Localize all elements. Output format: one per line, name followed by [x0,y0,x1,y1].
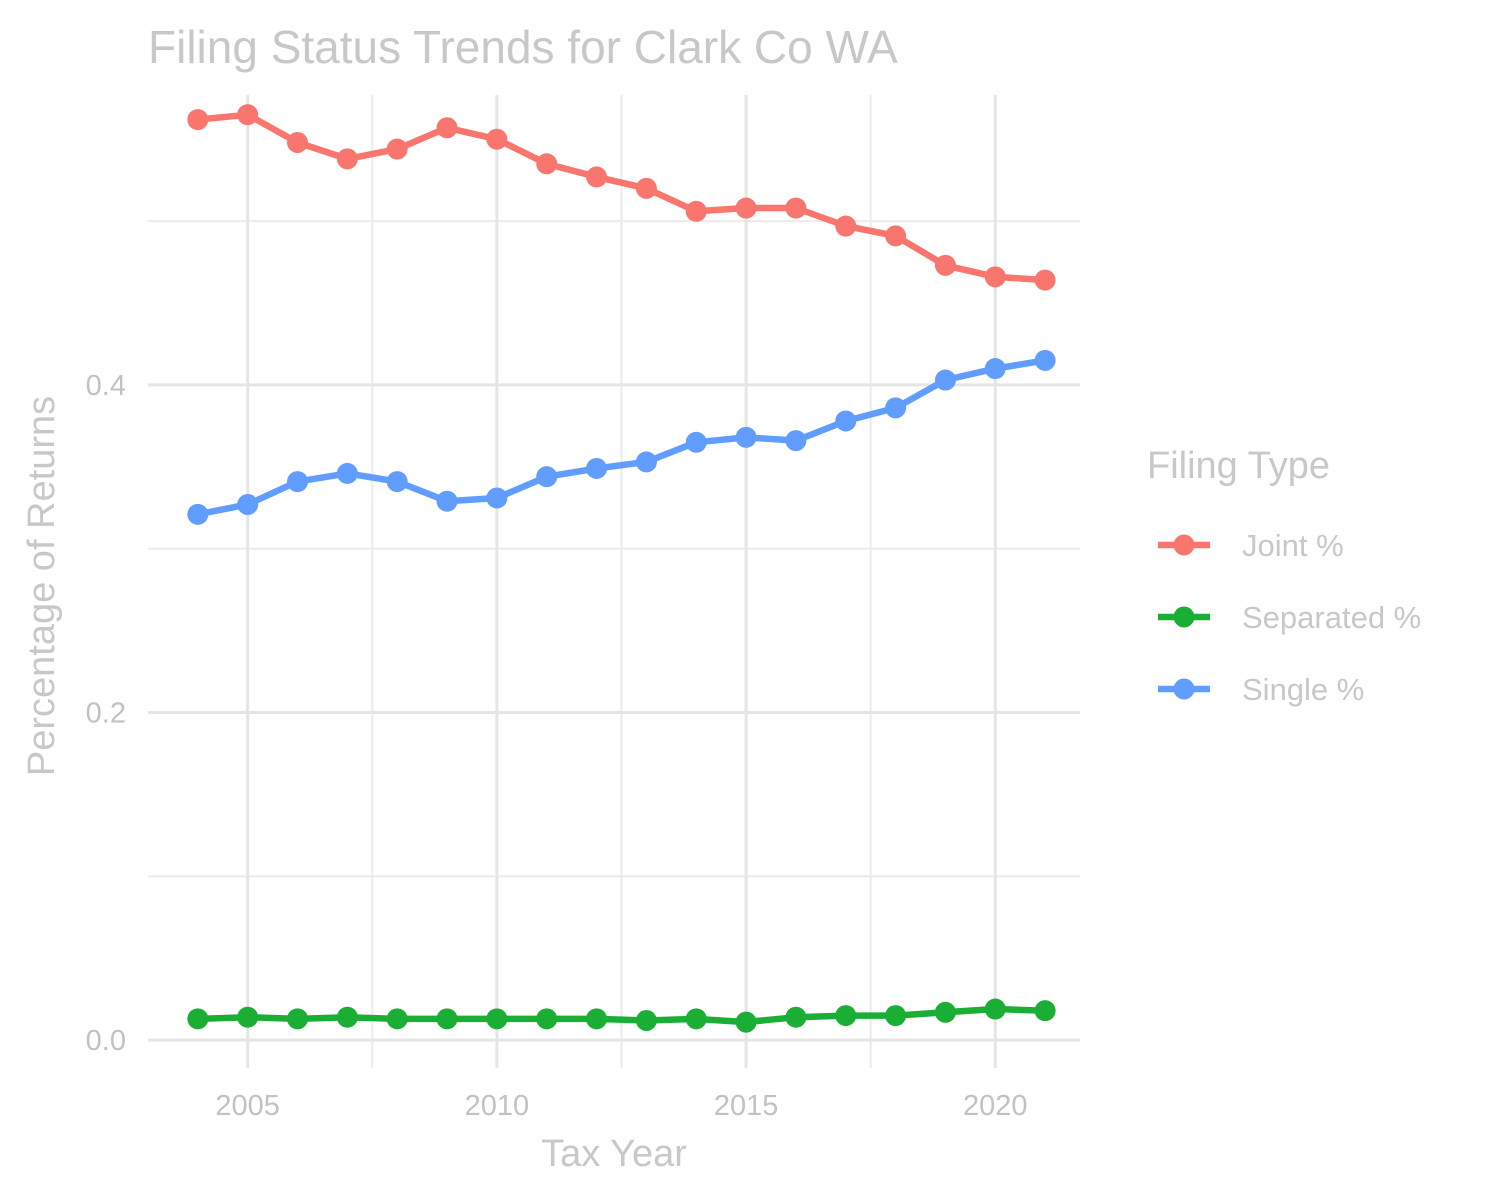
data-point-joint [735,197,757,219]
series-single [187,349,1056,525]
x-axis-title: Tax Year [541,1133,687,1175]
data-point-single [287,471,309,493]
data-point-single [1034,349,1056,371]
y-tick-label: 0.0 [86,1025,126,1057]
data-point-single [835,410,857,432]
legend: Filing Type Joint % Separated % Single % [1147,445,1421,707]
data-point-single [685,431,707,453]
chart-title: Filing Status Trends for Clark Co WA [148,21,898,73]
grid-layer [148,95,1080,1068]
data-point-joint [785,197,807,219]
data-point-separated [486,1008,508,1030]
x-tick-label: 2010 [465,1090,530,1122]
data-point-separated [835,1005,857,1027]
legend-item-single: Single % [1158,672,1364,707]
data-point-separated [984,998,1006,1020]
data-point-single [586,457,608,479]
data-point-separated [785,1006,807,1028]
data-point-single [785,430,807,452]
data-point-separated [287,1008,309,1030]
data-point-joint [237,104,259,126]
data-point-separated [586,1008,608,1030]
data-point-separated [386,1008,408,1030]
data-point-joint [934,254,956,276]
data-point-joint [1034,269,1056,291]
data-point-single [336,462,358,484]
series-joint [187,104,1056,291]
data-point-single [934,369,956,391]
x-tick-label: 2020 [963,1090,1028,1122]
data-point-separated [934,1001,956,1023]
data-point-separated [735,1011,757,1033]
data-point-single [635,451,657,473]
data-point-joint [984,266,1006,288]
data-point-separated [685,1008,707,1030]
x-tick-label: 2005 [215,1090,280,1122]
data-point-single [237,494,259,516]
data-point-joint [835,215,857,237]
legend-title: Filing Type [1147,445,1330,487]
legend-item-separated: Separated % [1158,600,1421,635]
data-point-joint [386,138,408,160]
data-point-single [486,487,508,509]
y-tick-label: 0.4 [86,370,126,402]
data-point-joint [885,225,907,247]
data-point-separated [885,1005,907,1027]
data-point-separated [436,1008,458,1030]
legend-key-point [1173,534,1195,556]
x-tick-label: 2015 [714,1090,779,1122]
data-point-separated [635,1009,657,1031]
data-point-single [984,358,1006,380]
data-point-joint [436,117,458,139]
series-layer [187,104,1056,1033]
data-point-single [735,426,757,448]
data-point-separated [536,1008,558,1030]
data-point-separated [237,1006,259,1028]
data-point-joint [486,128,508,150]
legend-label: Joint % [1242,528,1344,563]
tick-labels: 2005 2010 2015 2020 0.0 0.2 0.4 [86,370,1028,1122]
data-point-single [436,490,458,512]
legend-label: Single % [1242,672,1364,707]
data-point-joint [336,148,358,170]
data-point-separated [336,1006,358,1028]
data-point-joint [586,166,608,188]
data-point-joint [635,177,657,199]
data-point-single [885,397,907,419]
legend-key-point [1173,678,1195,700]
data-point-separated [187,1008,209,1030]
data-point-single [386,471,408,493]
legend-items: Joint % Separated % Single % [1158,528,1421,707]
data-point-joint [287,132,309,154]
data-point-single [187,503,209,525]
data-point-joint [187,109,209,131]
series-separated [187,998,1056,1033]
data-point-joint [536,153,558,175]
y-tick-label: 0.2 [86,698,126,730]
legend-item-joint: Joint % [1158,528,1344,563]
data-point-joint [685,200,707,222]
legend-key-point [1173,606,1195,628]
data-point-separated [1034,1000,1056,1022]
data-point-single [536,466,558,488]
legend-label: Separated % [1242,600,1421,635]
y-axis-title: Percentage of Returns [21,396,63,776]
